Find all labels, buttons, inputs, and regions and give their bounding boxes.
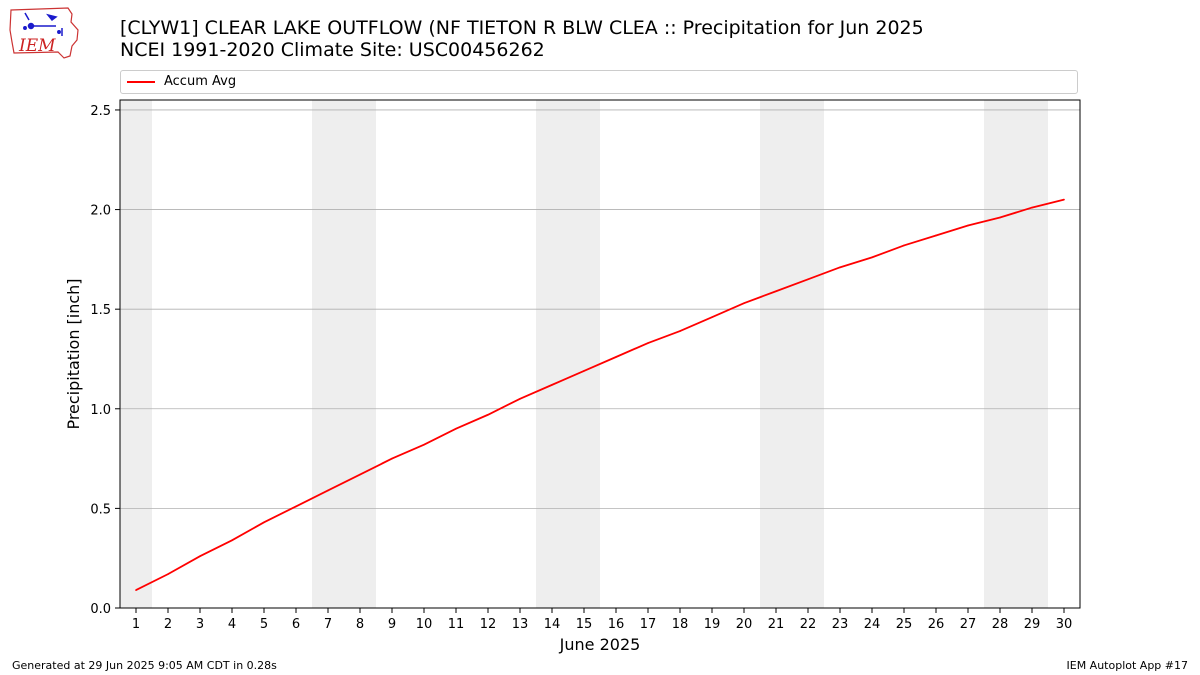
weekend-band <box>312 100 376 608</box>
weekend-band <box>120 100 152 608</box>
data-point <box>231 539 233 542</box>
x-tick-label: 22 <box>800 617 817 632</box>
legend: Accum Avg <box>120 70 1078 94</box>
data-point <box>519 398 521 400</box>
data-point <box>167 573 169 575</box>
data-point <box>423 443 425 446</box>
data-point <box>903 244 905 247</box>
x-tick-label: 8 <box>356 617 364 632</box>
plot-frame <box>119 99 1081 609</box>
x-tick-label: 26 <box>928 617 945 632</box>
x-tick-label: 7 <box>324 617 332 632</box>
y-tick-label: 0.0 <box>90 602 111 617</box>
data-point <box>615 356 617 358</box>
x-tick-label: 17 <box>640 617 657 632</box>
x-tick-label: 27 <box>960 617 977 632</box>
y-tick-label: 2.5 <box>90 104 111 119</box>
x-tick-label: 16 <box>608 617 625 632</box>
y-tick-label: 1.5 <box>90 303 111 318</box>
weekend-band <box>760 100 824 608</box>
x-tick-label: 28 <box>992 617 1009 632</box>
data-point <box>391 457 393 460</box>
x-tick-label: 10 <box>416 617 433 632</box>
weather-station-icon <box>23 12 63 36</box>
data-point <box>967 224 969 227</box>
data-point <box>807 278 809 281</box>
data-point <box>295 505 297 508</box>
x-axis-label: June 2025 <box>559 635 641 654</box>
data-point <box>455 427 457 430</box>
x-tick-label: 14 <box>544 617 561 632</box>
x-tick-label: 1 <box>132 617 140 632</box>
x-tick-label: 11 <box>448 617 465 632</box>
y-axis-label: Precipitation [inch] <box>64 278 83 429</box>
chart-title: [CLYW1] CLEAR LAKE OUTFLOW (NF TIETON R … <box>120 17 924 39</box>
logo-text: IEM <box>18 36 56 56</box>
data-point <box>263 521 265 524</box>
x-tick-label: 5 <box>260 617 268 632</box>
data-point <box>743 302 745 305</box>
y-tick-label: 1.0 <box>90 403 111 418</box>
x-tick-label: 25 <box>896 617 913 632</box>
data-point <box>1063 198 1065 201</box>
x-tick-label: 21 <box>768 617 785 632</box>
data-point <box>935 234 937 237</box>
x-tick-label: 2 <box>164 617 172 632</box>
data-point <box>1031 206 1033 209</box>
data-point <box>839 266 841 269</box>
data-point <box>199 555 201 558</box>
x-tick-label: 29 <box>1024 617 1041 632</box>
data-point <box>487 413 489 416</box>
data-point <box>999 216 1001 219</box>
data-point <box>711 316 713 318</box>
data-point <box>135 589 137 591</box>
x-tick-label: 12 <box>480 617 497 632</box>
x-tick-label: 23 <box>832 617 849 632</box>
x-tick-label: 30 <box>1056 617 1073 632</box>
data-point <box>551 384 553 386</box>
app-note: IEM Autoplot App #17 <box>1066 659 1189 672</box>
x-tick-label: 18 <box>672 617 689 632</box>
data-point <box>583 370 585 372</box>
generated-note: Generated at 29 Jun 2025 9:05 AM CDT in … <box>12 659 277 672</box>
legend-label: Accum Avg <box>164 74 237 89</box>
data-point <box>647 342 649 344</box>
x-tick-label: 9 <box>388 617 396 632</box>
x-tick-label: 3 <box>196 617 204 632</box>
data-point <box>359 473 361 476</box>
weekend-band <box>536 100 600 608</box>
x-tick-label: 15 <box>576 617 593 632</box>
y-tick-label: 0.5 <box>90 502 111 517</box>
data-point <box>327 489 329 492</box>
data-point <box>775 290 777 293</box>
series-line-accum-avg <box>135 198 1065 591</box>
data-point <box>679 330 681 332</box>
x-tick-label: 20 <box>736 617 753 632</box>
weekend-band <box>984 100 1048 608</box>
x-tick-label: 13 <box>512 617 529 632</box>
legend-swatch <box>127 81 155 83</box>
x-tick-label: 6 <box>292 617 300 632</box>
x-tick-label: 24 <box>864 617 881 632</box>
data-point <box>871 256 873 259</box>
y-tick-label: 2.0 <box>90 204 111 219</box>
chart-subtitle: NCEI 1991-2020 Climate Site: USC00456262 <box>120 39 545 61</box>
x-tick-label: 4 <box>228 617 236 632</box>
iem-logo: IEM <box>9 7 79 59</box>
iowa-outline-icon <box>9 7 79 59</box>
x-tick-label: 19 <box>704 617 721 632</box>
